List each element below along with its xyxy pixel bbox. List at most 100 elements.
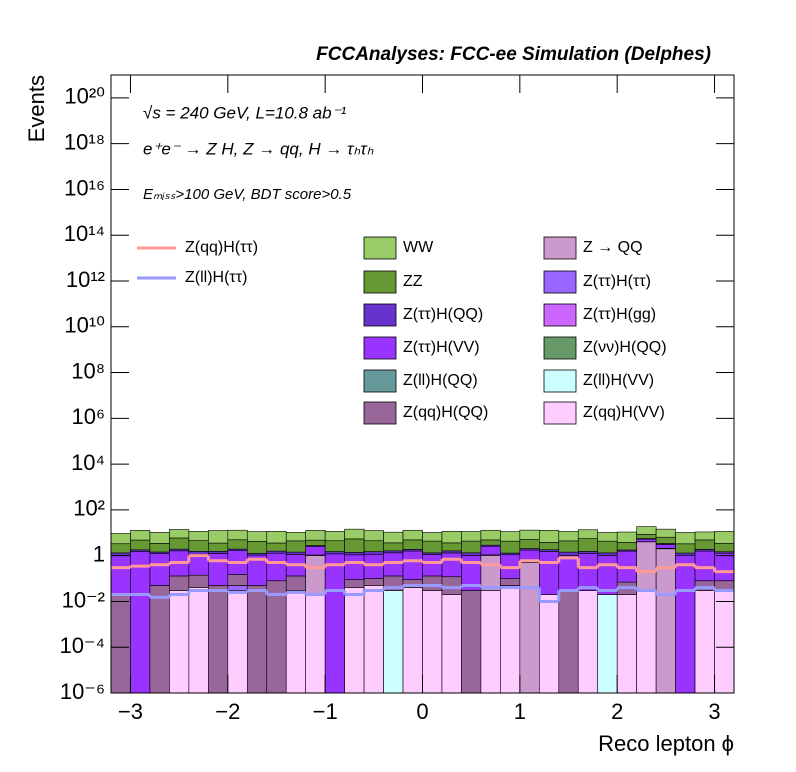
histogram-bar — [363, 585, 384, 694]
histogram-bar — [188, 587, 209, 694]
histogram-bar — [383, 531, 404, 544]
x-tick-label: 3 — [708, 699, 720, 724]
y-tick-label: 10⁶ — [71, 404, 105, 429]
histogram-bar — [441, 542, 462, 552]
legend-swatch — [363, 270, 397, 294]
histogram-bar — [577, 529, 599, 539]
histogram-bar — [500, 578, 521, 586]
histogram-bar — [675, 532, 696, 545]
histogram-bar — [208, 542, 229, 552]
x-tick-label: 0 — [416, 699, 428, 724]
histogram-bar — [519, 529, 540, 540]
histogram-bar — [597, 555, 618, 595]
histogram-bar — [363, 551, 384, 556]
histogram-bar — [383, 542, 404, 552]
histogram-bar — [344, 554, 365, 580]
legend-label: Z(qq)H(VV) — [583, 404, 665, 421]
histogram-bar — [344, 579, 365, 588]
histogram-bar — [597, 532, 618, 542]
histogram-bar — [500, 531, 521, 542]
histogram-bar — [363, 530, 384, 542]
y-tick-label: 10¹⁴ — [64, 221, 105, 246]
histogram-bar — [597, 540, 618, 554]
histogram-bar — [227, 539, 248, 550]
histogram-bar — [636, 538, 657, 542]
y-tick-label: 10⁻⁶ — [60, 679, 105, 704]
y-tick-label: 10¹² — [66, 267, 105, 292]
histogram-bar — [441, 530, 462, 544]
histogram-bar — [519, 562, 540, 694]
histogram-bar — [694, 550, 715, 582]
histogram-bar — [597, 594, 618, 694]
histogram-bar — [149, 532, 170, 544]
histogram-bar — [208, 553, 229, 586]
y-tick-label: 10¹⁶ — [64, 175, 105, 200]
histogram-bar — [675, 552, 696, 556]
histogram-bar — [461, 590, 482, 694]
histogram-bar — [655, 544, 676, 549]
histogram-bar — [461, 531, 482, 542]
histogram-bar — [305, 530, 326, 541]
histogram-bar — [130, 530, 151, 541]
histogram-bar — [324, 551, 345, 555]
legend-swatch — [363, 401, 397, 425]
histogram-bar — [305, 545, 326, 556]
histogram-bar — [285, 590, 306, 694]
legend-label: WW — [403, 239, 434, 256]
histogram-bar — [266, 531, 287, 544]
chart-title: FCCAnalyses: FCC-ee Simulation (Delphes) — [316, 44, 711, 65]
plot-area — [110, 526, 735, 694]
histogram-bar — [539, 530, 560, 543]
histogram-bar — [577, 551, 599, 554]
histogram-bar — [110, 552, 131, 556]
histogram-bar — [402, 587, 423, 694]
histogram-bar — [285, 540, 306, 553]
histogram-bar — [130, 551, 151, 694]
legend-label: Z(ττ)H(gg) — [583, 306, 656, 323]
y-tick-label: 10⁴ — [71, 450, 105, 475]
histogram-bar — [694, 539, 715, 550]
histogram-bar — [227, 590, 248, 694]
histogram-bar — [344, 538, 365, 553]
histogram-bar — [616, 594, 637, 694]
histogram-bar — [169, 537, 190, 550]
histogram-bar — [422, 590, 443, 694]
legend-label: Z(qq)H(ττ) — [185, 239, 258, 256]
histogram-bar — [558, 551, 579, 556]
histogram-bar — [714, 531, 735, 544]
histogram-bar — [169, 590, 190, 694]
legend-swatch — [543, 303, 577, 327]
histogram-bar — [227, 574, 248, 586]
histogram-bar — [441, 550, 462, 554]
histogram-bar — [208, 551, 229, 554]
legend-label: Z(qq)H(QQ) — [403, 404, 488, 421]
histogram-bar — [305, 555, 326, 595]
histogram-bar — [480, 555, 501, 591]
legend-label: ZZ — [403, 273, 423, 290]
histogram-bar — [383, 550, 404, 554]
histogram-bar — [402, 529, 423, 541]
histogram-bar — [188, 551, 209, 555]
histogram-bar — [636, 534, 657, 539]
histogram-bar — [577, 590, 599, 694]
legend-swatch — [543, 336, 577, 360]
histogram-bar — [655, 536, 676, 544]
histogram-bar — [266, 542, 287, 552]
legend-swatch — [363, 236, 397, 260]
histogram-bar — [539, 551, 560, 595]
x-tick-label: −3 — [118, 699, 143, 724]
legend-swatch — [543, 236, 577, 260]
histogram-bar — [285, 532, 306, 542]
histogram-bar — [441, 594, 462, 694]
histogram-bar — [285, 575, 306, 591]
x-tick-label: −1 — [313, 699, 338, 724]
histogram-bar — [655, 548, 676, 694]
legend-swatch — [363, 336, 397, 360]
histogram-bar — [714, 552, 735, 582]
histogram-bar — [558, 540, 579, 553]
histogram-bar — [461, 540, 482, 554]
histogram-bar — [324, 553, 345, 694]
histogram-bar — [675, 543, 696, 554]
histogram-bar — [305, 594, 326, 694]
